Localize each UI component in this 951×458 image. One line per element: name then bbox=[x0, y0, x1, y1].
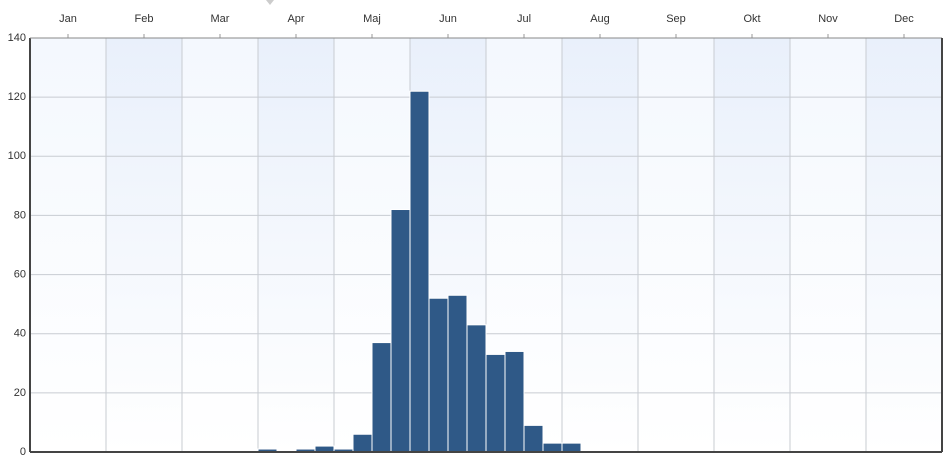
x-tick-label: Aug bbox=[590, 13, 610, 25]
bar bbox=[542, 442, 563, 453]
column-band bbox=[866, 38, 942, 452]
bar bbox=[466, 324, 487, 453]
y-tick-label: 40 bbox=[14, 328, 26, 340]
y-tick-label: 60 bbox=[14, 268, 26, 280]
bar bbox=[352, 433, 373, 453]
x-tick-label: Mar bbox=[211, 13, 230, 25]
x-tick-label: Nov bbox=[818, 13, 838, 25]
y-tick-label: 20 bbox=[14, 387, 26, 399]
x-tick-label: Sep bbox=[666, 13, 686, 25]
bar bbox=[371, 342, 392, 453]
bar bbox=[504, 350, 525, 453]
column-band bbox=[258, 38, 334, 452]
y-tick-label: 100 bbox=[8, 150, 26, 162]
y-tick-label: 80 bbox=[14, 209, 26, 221]
bar bbox=[409, 90, 430, 453]
column-band bbox=[562, 38, 638, 452]
x-tick-label: Okt bbox=[743, 13, 760, 25]
bar bbox=[523, 424, 544, 453]
x-tick-label: Feb bbox=[135, 13, 154, 25]
x-tick-label: Apr bbox=[287, 13, 304, 25]
x-tick-label: Jan bbox=[59, 13, 77, 25]
x-tick-label: Maj bbox=[363, 13, 381, 25]
x-tick-label: Dec bbox=[894, 13, 914, 25]
x-tick-label: Jul bbox=[517, 13, 531, 25]
bar bbox=[447, 294, 468, 453]
bar bbox=[561, 442, 582, 453]
marker bbox=[266, 0, 274, 5]
bar bbox=[428, 297, 449, 453]
column-band bbox=[714, 38, 790, 452]
y-tick-label: 120 bbox=[8, 91, 26, 103]
x-tick-label: Jun bbox=[439, 13, 457, 25]
bar bbox=[390, 209, 411, 453]
bar bbox=[485, 353, 506, 453]
y-tick-label: 140 bbox=[8, 32, 26, 44]
y-tick-label: 0 bbox=[20, 446, 26, 458]
column-band bbox=[106, 38, 182, 452]
